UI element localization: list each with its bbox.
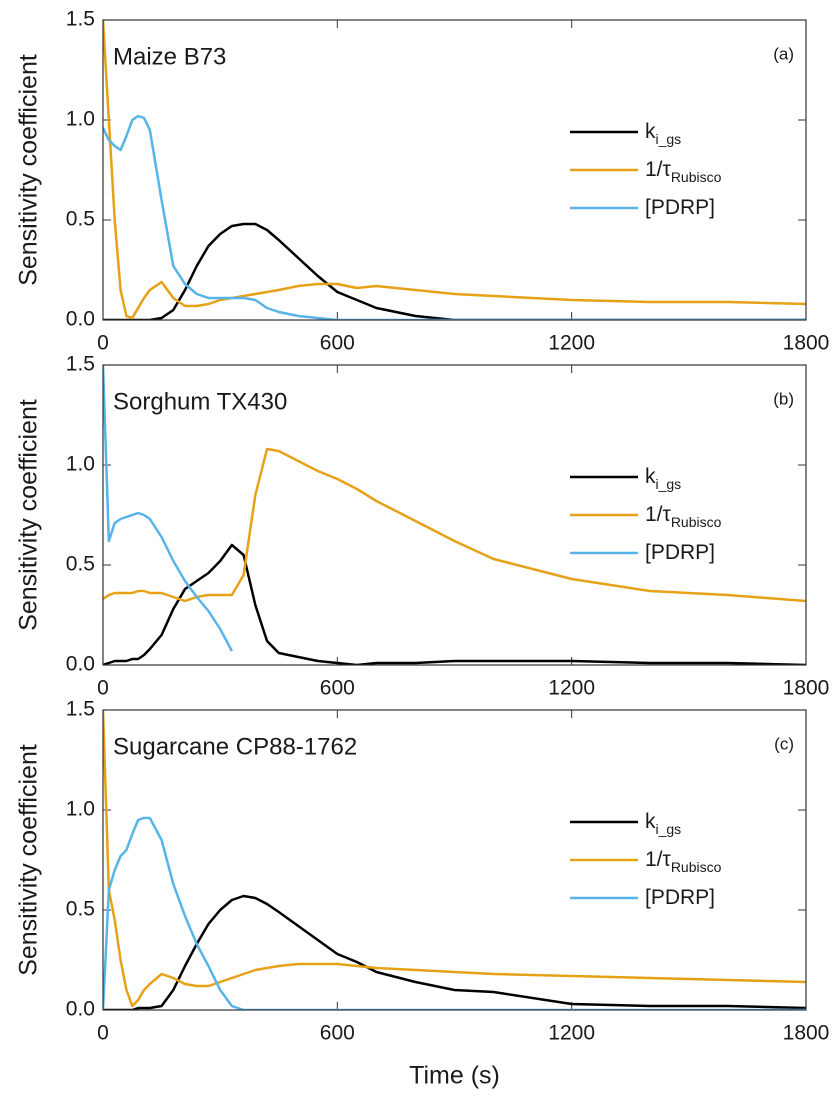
legend-label: [PDRP] — [645, 886, 715, 909]
y-tick-label: 0.5 — [66, 208, 95, 231]
series-line — [103, 447, 806, 603]
legend-name: 1/τ — [645, 848, 672, 871]
panel-title: Maize B73 — [113, 43, 226, 70]
series-line — [103, 114, 806, 320]
legend-label: ki_gs — [645, 465, 681, 492]
legend-subscript: i_gs — [656, 131, 682, 147]
y-tick-label: 0.5 — [66, 553, 95, 576]
legend-subscript: Rubisco — [671, 859, 722, 875]
legend-name: [PDRP] — [645, 196, 715, 219]
legend-subscript: i_gs — [656, 821, 682, 837]
legend-name: k — [645, 120, 656, 143]
series-line — [103, 894, 806, 1010]
legend-label: [PDRP] — [645, 541, 715, 564]
y-tick-label: 1.5 — [66, 8, 95, 31]
x-tick-label: 1800 — [783, 1022, 830, 1045]
legend-name: k — [645, 465, 656, 488]
y-axis-label: Sensitivity coefficient — [15, 744, 43, 976]
panel-title: Sorghum TX430 — [113, 388, 287, 415]
legend-name: [PDRP] — [645, 886, 715, 909]
legend-name: 1/τ — [645, 158, 672, 181]
x-tick-label: 1800 — [783, 332, 830, 355]
legend-subscript: Rubisco — [671, 514, 722, 530]
x-tick-label: 0 — [97, 677, 109, 700]
y-tick-label: 1.0 — [66, 453, 95, 476]
x-tick-label: 1800 — [783, 677, 830, 700]
y-tick-label: 0.5 — [66, 898, 95, 921]
plot-frame — [102, 364, 807, 666]
panel-label: (a) — [773, 44, 794, 63]
series-line — [103, 364, 233, 652]
legend-label: ki_gs — [645, 810, 681, 837]
legend-name: [PDRP] — [645, 541, 715, 564]
x-tick-label: 1200 — [548, 677, 595, 700]
legend-subscript: i_gs — [656, 476, 682, 492]
y-axis-label: Sensitivity coefficient — [15, 54, 43, 286]
x-tick-label: 600 — [320, 1022, 355, 1045]
x-axis-label: Time (s) — [409, 1062, 500, 1090]
series-line — [103, 816, 806, 1010]
x-tick-label: 1200 — [548, 1022, 595, 1045]
y-tick-label: 1.0 — [66, 798, 95, 821]
x-tick-label: 600 — [320, 677, 355, 700]
panel-label: (c) — [774, 734, 794, 753]
y-axis-label: Sensitivity coefficient — [15, 399, 43, 631]
plot-frame — [102, 19, 807, 321]
series-line — [103, 543, 806, 665]
legend-label: [PDRP] — [645, 196, 715, 219]
x-tick-label: 600 — [320, 332, 355, 355]
y-tick-label: 1.5 — [66, 698, 95, 721]
legend-label: 1/τRubisco — [645, 158, 722, 185]
legend-name: 1/τ — [645, 503, 672, 526]
y-tick-label: 0.0 — [66, 308, 95, 331]
x-tick-label: 1200 — [548, 332, 595, 355]
panel-label: (b) — [773, 389, 794, 408]
y-tick-label: 0.0 — [66, 653, 95, 676]
series-line — [103, 709, 806, 1008]
legend-label: 1/τRubisco — [645, 848, 722, 875]
legend-label: ki_gs — [645, 120, 681, 147]
legend-name: k — [645, 810, 656, 833]
y-tick-label: 1.0 — [66, 108, 95, 131]
panel-title: Sugarcane CP88-1762 — [113, 733, 357, 760]
x-tick-label: 0 — [97, 1022, 109, 1045]
legend-subscript: Rubisco — [671, 169, 722, 185]
x-tick-label: 0 — [97, 332, 109, 355]
y-tick-label: 1.5 — [66, 353, 95, 376]
y-tick-label: 0.0 — [66, 998, 95, 1021]
plot-frame — [102, 709, 807, 1011]
series-line — [103, 222, 806, 320]
legend-label: 1/τRubisco — [645, 503, 722, 530]
